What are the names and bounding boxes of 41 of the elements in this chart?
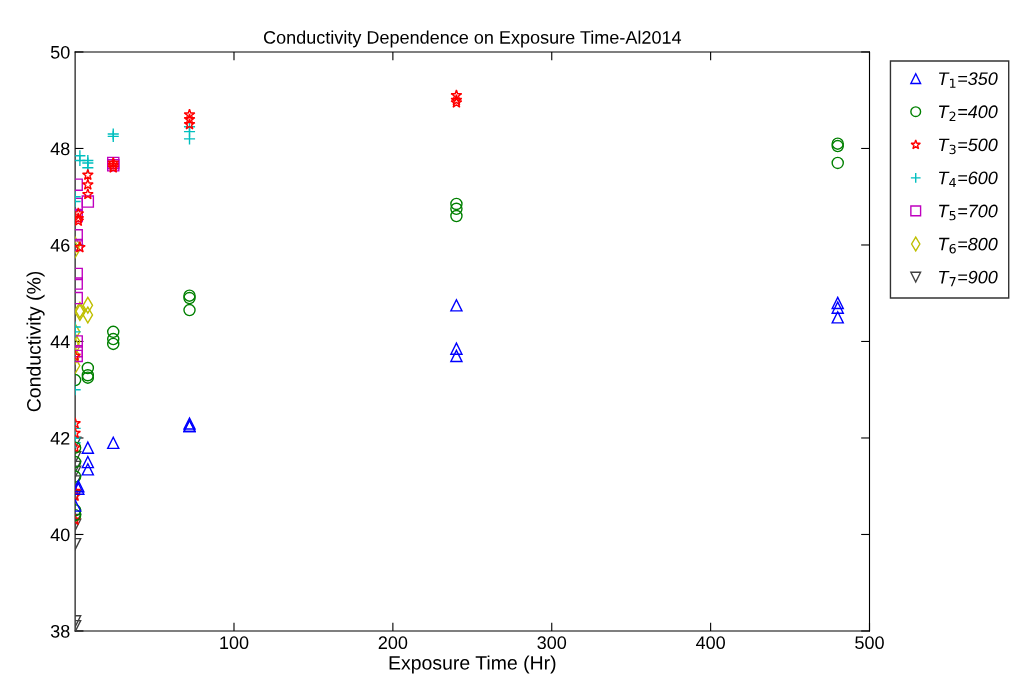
x-tick-label: 200 xyxy=(378,636,408,650)
point xyxy=(831,156,844,170)
legend-label: T$_{7}$=900 xyxy=(939,270,998,287)
point xyxy=(183,132,196,146)
point xyxy=(183,303,196,317)
point xyxy=(450,209,463,223)
y-tick-label: 44 xyxy=(50,335,70,349)
legend-label: T$_{2}$=400 xyxy=(939,105,998,121)
point xyxy=(183,108,196,120)
y-tick-label: 48 xyxy=(50,142,70,156)
point xyxy=(450,89,463,101)
x-tick-label: 300 xyxy=(537,636,567,650)
point xyxy=(831,301,844,314)
x-tick-label: 100 xyxy=(220,636,249,650)
point xyxy=(450,197,463,211)
y-tick-label: 42 xyxy=(50,431,70,445)
point xyxy=(81,463,95,476)
x-axis-title: Exposure Time (Hr) xyxy=(389,655,556,674)
legend-label: T$_{1}$=350 xyxy=(939,72,998,88)
y-tick-label: 38 xyxy=(50,624,70,638)
point xyxy=(831,296,844,310)
point xyxy=(81,361,95,375)
point xyxy=(450,342,463,355)
point xyxy=(450,299,463,312)
point xyxy=(450,202,463,216)
y-axis-title: Conductivity (%) xyxy=(26,271,45,412)
y-tick-label: 40 xyxy=(50,528,70,542)
legend-label: T$_{6}$=800 xyxy=(939,237,998,254)
legend-label: T$_{5}$=700 xyxy=(939,204,998,221)
point xyxy=(81,441,95,454)
point xyxy=(831,311,844,324)
y-tick-label: 46 xyxy=(50,238,70,252)
point xyxy=(81,455,95,469)
x-tick-label: 500 xyxy=(855,636,884,650)
legend-label: T$_{4}$=600 xyxy=(939,171,998,188)
point xyxy=(183,113,196,125)
chart-title: Conductivity Dependence on Exposure Time-Al2014 xyxy=(263,30,682,48)
y-tick-label: 50 xyxy=(50,45,70,59)
point xyxy=(450,349,463,363)
legend-label: T$_{3}$=500 xyxy=(939,138,998,155)
x-tick-label: 400 xyxy=(695,636,725,650)
